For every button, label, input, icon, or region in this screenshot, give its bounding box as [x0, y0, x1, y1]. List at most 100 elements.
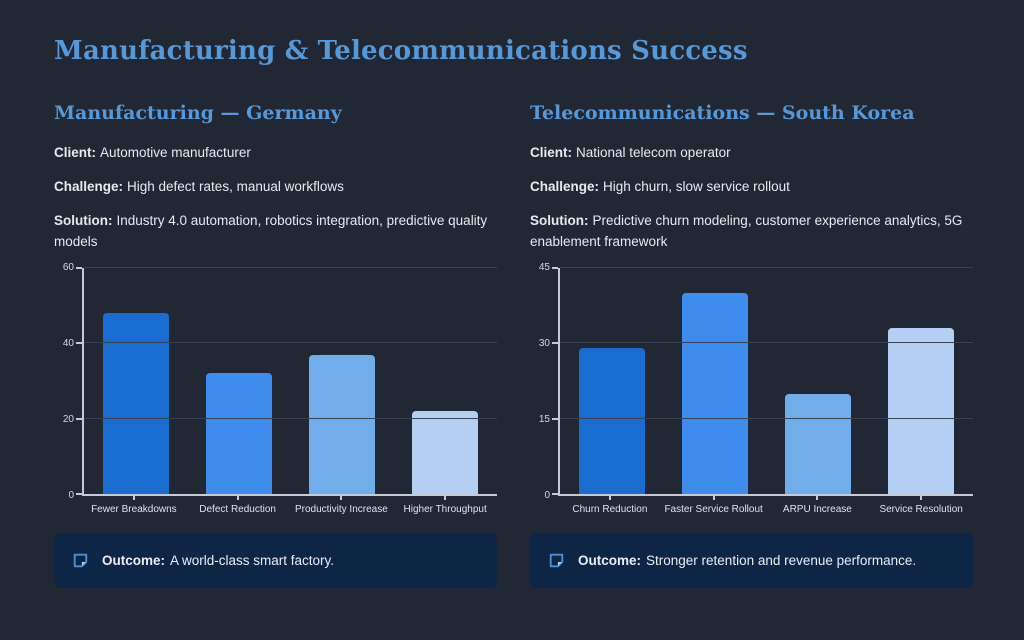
bar-slot	[84, 268, 187, 494]
y-tick-label: 0	[68, 490, 74, 501]
column-manufacturing: Manufacturing — Germany Client: Automotiv…	[54, 102, 497, 588]
y-tick-mark	[552, 417, 558, 420]
bar-slot	[394, 268, 497, 494]
gridline	[84, 342, 497, 344]
note-icon	[73, 553, 88, 568]
y-tick-label: 45	[538, 262, 550, 273]
x-tick-mark	[712, 496, 715, 500]
field-challenge: Challenge: High churn, slow service rollo…	[530, 176, 973, 197]
bar	[205, 373, 272, 494]
field-solution: Solution: Industry 4.0 automation, roboti…	[54, 210, 497, 252]
y-tick-label: 0	[544, 490, 550, 501]
gridline	[560, 417, 973, 419]
field-label: Challenge:	[530, 179, 600, 194]
y-axis: 0 15 30 45	[530, 263, 558, 501]
bar	[681, 293, 748, 494]
field-solution: Solution: Predictive churn modeling, cust…	[530, 210, 973, 252]
y-tick-mark	[76, 417, 82, 420]
y-tick-mark	[552, 267, 558, 269]
field-label: Challenge:	[54, 179, 124, 194]
field-client: Client: Automotive manufacturer	[54, 142, 497, 163]
y-tick-label: 20	[62, 414, 74, 426]
x-tick-mark	[444, 496, 447, 500]
chart-plot-area: 0 20 40 60	[54, 263, 497, 501]
field-label: Client:	[530, 145, 572, 160]
field-challenge: Challenge: High defect rates, manual work…	[54, 176, 497, 197]
field-value: Industry 4.0 automation, robotics integr…	[54, 213, 488, 249]
field-value: High defect rates, manual workflows	[127, 179, 344, 194]
y-tick-mark	[552, 493, 558, 495]
bar-slot	[560, 268, 663, 494]
section-heading-manufacturing: Manufacturing — Germany	[54, 102, 342, 124]
field-value: Predictive churn modeling, customer expe…	[530, 213, 963, 249]
y-tick-mark	[76, 267, 82, 269]
y-tick-mark	[76, 493, 82, 495]
field-client: Client: National telecom operator	[530, 142, 973, 163]
bars	[560, 268, 973, 494]
chart-plot-area: 0 15 30 45	[530, 263, 973, 501]
x-tick-label: Churn Reduction	[558, 496, 662, 516]
y-axis: 0 20 40 60	[54, 263, 82, 501]
x-tick-mark	[816, 496, 819, 500]
outcome-label: Outcome:	[102, 553, 166, 568]
field-value: Automotive manufacturer	[100, 145, 251, 160]
x-tick-mark	[920, 496, 923, 500]
bar	[309, 354, 376, 494]
bar	[412, 411, 479, 494]
gridline	[84, 267, 497, 268]
gridline	[84, 417, 497, 419]
x-tick-label: Faster Service Rollout	[662, 496, 766, 516]
y-tick-label: 40	[62, 338, 74, 350]
x-tick-label: Higher Throughput	[393, 496, 497, 516]
bar-chart-telecommunications: 0 15 30 45 Churn Reduction Faster Service Ro…	[530, 263, 973, 516]
x-tick-label: Service Resolution	[869, 496, 973, 516]
y-tick-mark	[76, 342, 82, 345]
field-value: High churn, slow service rollout	[603, 179, 790, 194]
y-tick-mark	[552, 342, 558, 345]
bar	[578, 348, 645, 494]
outcome-value: Stronger retention and revenue performan…	[646, 553, 917, 568]
y-tick-label: 15	[538, 414, 550, 426]
outcome-box-telecommunications: Outcome: Stronger retention and revenue p…	[530, 533, 973, 588]
bar-slot	[187, 268, 290, 494]
x-tick-mark	[236, 496, 239, 500]
outcome-label: Outcome:	[578, 553, 642, 568]
bar-chart-manufacturing: 0 20 40 60 Fewer Breakdowns Defect Reduction…	[54, 263, 497, 516]
gridline	[560, 267, 973, 268]
plot	[76, 267, 497, 496]
x-tick-label: Fewer Breakdowns	[82, 496, 186, 516]
bar	[785, 393, 852, 494]
x-tick-label: Defect Reduction	[186, 496, 290, 516]
x-tick-mark	[340, 496, 343, 500]
x-tick-label: ARPU Increase	[766, 496, 870, 516]
bar	[888, 328, 955, 494]
field-label: Client:	[54, 145, 96, 160]
bar	[102, 313, 169, 494]
bar-slot	[663, 268, 766, 494]
y-tick-label: 30	[538, 338, 550, 350]
field-label: Solution:	[530, 213, 589, 228]
outcome-text: Outcome: A world-class smart factory.	[102, 553, 334, 568]
y-tick-label: 60	[62, 262, 74, 273]
section-heading-telecommunications: Telecommunications — South Korea	[530, 102, 915, 124]
bar-slot	[767, 268, 870, 494]
x-tick-mark	[132, 496, 135, 500]
outcome-value: A world-class smart factory.	[170, 553, 335, 568]
field-label: Solution:	[54, 213, 113, 228]
plot	[552, 267, 973, 496]
bar-slot	[870, 268, 973, 494]
x-axis-labels: Churn Reduction Faster Service Rollout ARP…	[558, 496, 973, 516]
x-tick-label: Productivity Increase	[290, 496, 394, 516]
field-value: National telecom operator	[576, 145, 731, 160]
x-tick-mark	[608, 496, 611, 500]
outcome-box-manufacturing: Outcome: A world-class smart factory.	[54, 533, 497, 588]
x-axis-labels: Fewer Breakdowns Defect Reduction Producti…	[82, 496, 497, 516]
bars	[84, 268, 497, 494]
gridline	[560, 342, 973, 344]
page-title: Manufacturing & Telecommunications Succe…	[54, 36, 748, 66]
note-icon	[549, 553, 564, 568]
outcome-text: Outcome: Stronger retention and revenue p…	[578, 553, 916, 568]
bar-slot	[291, 268, 394, 494]
column-telecommunications: Telecommunications — South Korea Client:…	[530, 102, 973, 588]
two-column-layout: Manufacturing — Germany Client: Automotiv…	[54, 102, 973, 588]
